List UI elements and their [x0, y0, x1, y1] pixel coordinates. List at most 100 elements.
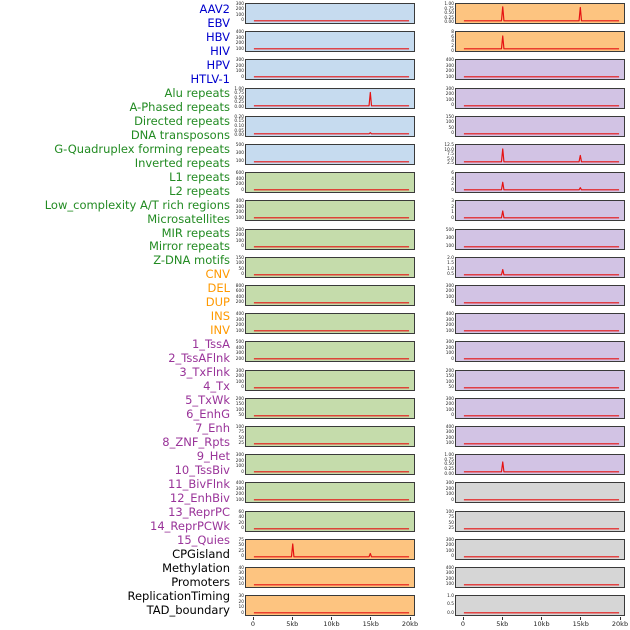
y-tick-label: 0 — [451, 554, 454, 560]
density-trace — [463, 210, 620, 219]
y-tick-label: 200 — [445, 543, 454, 549]
y-tick-label: 100 — [445, 582, 454, 588]
y-tick-label: 0 — [451, 187, 454, 193]
density-trace — [463, 461, 620, 473]
density-trace — [463, 104, 620, 106]
y-tick-label: 500 — [235, 340, 244, 346]
y-ticks-inverted-repeats: 400 300 200 100 — [231, 313, 244, 334]
density-trace — [253, 48, 410, 50]
panel-7-enh — [455, 228, 625, 250]
panel-g-quadruplex-forming-repeats — [245, 285, 415, 306]
row-label-5-txwk: 5_TxWk — [185, 393, 230, 408]
panel-aav2 — [245, 3, 415, 24]
y-tick-label: 300 — [235, 351, 244, 357]
x-tick-mark — [252, 616, 254, 620]
panel-13-reprpc — [455, 397, 625, 419]
y-tick-label: 400 — [235, 199, 244, 205]
y-ticks-del: 40 30 20 10 — [231, 566, 244, 588]
y-tick-label: 0 — [451, 300, 454, 306]
y-tick-label: 0.75 — [444, 6, 454, 12]
y-ticks-13-reprpc: 300 200 100 0 — [441, 396, 454, 419]
x-tick-mark — [501, 616, 503, 620]
y-tick-label: 10.0 — [444, 147, 454, 153]
x-tick-label-15kb-col0: 15kb — [362, 619, 379, 628]
y-ticks-2-tssaflnk: 300 200 100 0 — [441, 87, 454, 109]
y-tick-label: 100 — [445, 244, 454, 249]
y-tick-label: 100 — [235, 12, 244, 18]
y-tick-label: 40 — [238, 566, 244, 571]
y-tick-label: 6 — [451, 171, 454, 177]
y-ticks-microsatellites: 100 75 50 25 — [231, 425, 244, 447]
row-label-7-enh: 7_Enh — [195, 421, 230, 436]
density-trace — [253, 499, 410, 501]
y-ticks-l2-repeats: 300 200 100 0 — [231, 369, 244, 391]
panel-hpv — [245, 115, 415, 137]
density-trace — [463, 181, 620, 191]
row-label-promoters: Promoters — [171, 574, 230, 589]
y-tick-label: 100 — [235, 407, 244, 413]
y-ticks-z-dna-motifs: 60 40 20 0 — [231, 509, 244, 532]
y-tick-label: 60 — [238, 509, 244, 515]
y-ticks-11-bivflnk: 300 200 100 0 — [441, 341, 454, 362]
panel-l2-repeats — [245, 369, 415, 391]
x-tick-mark — [541, 616, 542, 620]
panel-2-tssaflnk — [455, 87, 625, 109]
y-tick-label: 300 — [445, 571, 454, 577]
y-tick-label: 400 — [445, 425, 454, 430]
density-trace — [463, 148, 620, 163]
y-tick-label: 300 — [445, 317, 454, 323]
panel-dup — [245, 595, 415, 617]
row-label-15-quies: 15_Quies — [177, 532, 230, 547]
y-tick-label: 0.5 — [447, 272, 454, 278]
y-tick-label: 50 — [238, 543, 244, 549]
y-tick-label: 2.5 — [447, 161, 454, 167]
x-tick-mark — [619, 616, 621, 620]
y-tick-label: 100 — [235, 497, 244, 503]
row-label-htlv-1: HTLV-1 — [190, 71, 230, 86]
y-tick-label: 100 — [445, 74, 454, 80]
y-tick-label: 800 — [235, 284, 244, 289]
x-tick-label-20kb-col0: 20kb — [401, 619, 419, 628]
y-tick-label: 1.0 — [447, 594, 454, 600]
x-tick-mark — [331, 616, 332, 620]
y-tick-label: 200 — [235, 458, 244, 464]
y-tick-label: 300 — [445, 396, 454, 402]
y-tick-label: 0 — [241, 74, 244, 80]
y-tick-label: 600 — [235, 289, 244, 295]
panel-5-txwk — [455, 172, 625, 194]
density-trace — [463, 6, 620, 22]
y-tick-label: 30 — [238, 571, 244, 577]
y-ticks-ebv: 400 300 200 100 — [231, 31, 244, 52]
y-tick-label: 100 — [235, 69, 244, 75]
x-tick-mark — [291, 616, 293, 620]
y-tick-label: 0 — [241, 554, 244, 560]
y-tick-label: 300 — [445, 340, 454, 346]
y-ticks-directed-repeats: 300 200 100 0 — [231, 228, 244, 250]
y-tick-label: 200 — [235, 323, 244, 329]
y-tick-label: 50 — [448, 125, 454, 131]
y-tick-label: 100 — [445, 351, 454, 357]
row-label-hbv: HBV — [205, 29, 230, 44]
y-tick-label: 400 — [235, 345, 244, 351]
row-label-ins: INS — [210, 309, 230, 324]
panel-htlv-1 — [245, 144, 415, 165]
y-tick-label: 100 — [235, 425, 244, 430]
y-tick-label: 2 — [451, 43, 454, 49]
row-label-replicationtiming: ReplicationTiming — [127, 588, 231, 603]
row-label-3-txflnk: 3_TxFlnk — [179, 365, 230, 380]
y-tick-label: 200 — [235, 374, 244, 380]
panel-microsatellites — [245, 426, 415, 447]
density-trace — [463, 358, 620, 360]
row-label-inv: INV — [210, 323, 230, 338]
y-tick-label: 10 — [238, 582, 244, 588]
density-trace — [463, 35, 620, 50]
y-tick-label: 100 — [235, 238, 244, 244]
y-tick-label: 200 — [445, 323, 454, 329]
panel-alu-repeats — [245, 172, 415, 194]
row-label-12-enhbiv: 12_EnhBiv — [169, 490, 230, 505]
y-ticks-1-tssa: 400 300 200 100 — [441, 59, 454, 80]
y-tick-label: 100 — [445, 328, 454, 334]
y-tick-label: 300 — [445, 481, 454, 487]
x-tick-mark — [462, 616, 464, 620]
y-tick-label: 200 — [445, 69, 454, 75]
